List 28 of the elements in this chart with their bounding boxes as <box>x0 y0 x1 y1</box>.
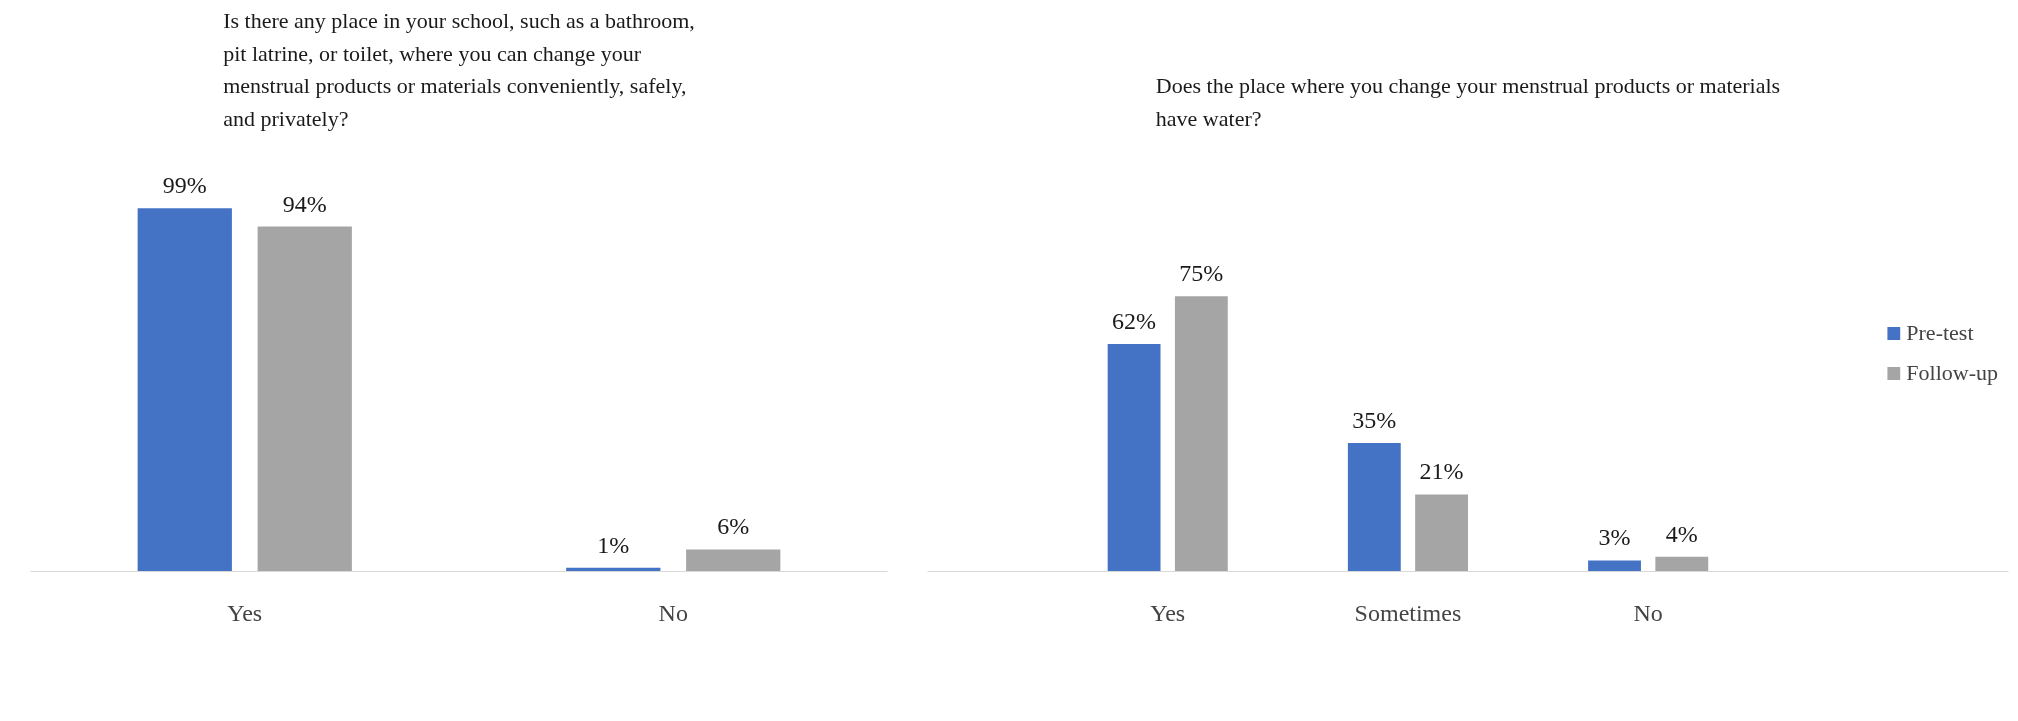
bar <box>257 226 352 572</box>
bar <box>1347 443 1401 572</box>
data-label: 35% <box>1352 407 1397 434</box>
data-label: 94% <box>282 190 327 217</box>
data-label: 21% <box>1419 458 1464 485</box>
data-label: 6% <box>717 513 750 540</box>
data-label: 4% <box>1665 520 1698 547</box>
data-label: 75% <box>1179 260 1224 287</box>
x-tick-label: Sometimes <box>1354 599 1462 626</box>
bar <box>1588 560 1641 572</box>
bar <box>1174 296 1228 572</box>
x-tick-label: Yes <box>227 599 263 626</box>
bar <box>1655 556 1709 572</box>
x-tick-label: No <box>1633 599 1663 626</box>
chart-title: Does the place where you change your menstrual products or materials have water? <box>1155 73 1781 131</box>
data-label: 62% <box>1112 307 1157 334</box>
data-label: 99% <box>162 172 207 199</box>
bar <box>1107 343 1161 572</box>
x-tick-label: Yes <box>1150 599 1186 626</box>
bar <box>137 208 232 572</box>
legend-label: Pre-test <box>1906 320 1974 346</box>
x-tick-label: No <box>658 599 688 626</box>
legend-label: Follow-up <box>1906 360 1998 386</box>
chart-title: Is there any place in your school, such as a bathroom, pit latrine, or toilet, where you can change your menstrual products or materials conveniently, safely, and privately? <box>223 8 695 131</box>
data-label: 1% <box>597 531 630 558</box>
bar <box>686 549 781 572</box>
bar <box>1415 494 1468 572</box>
data-label: 3% <box>1598 524 1631 551</box>
